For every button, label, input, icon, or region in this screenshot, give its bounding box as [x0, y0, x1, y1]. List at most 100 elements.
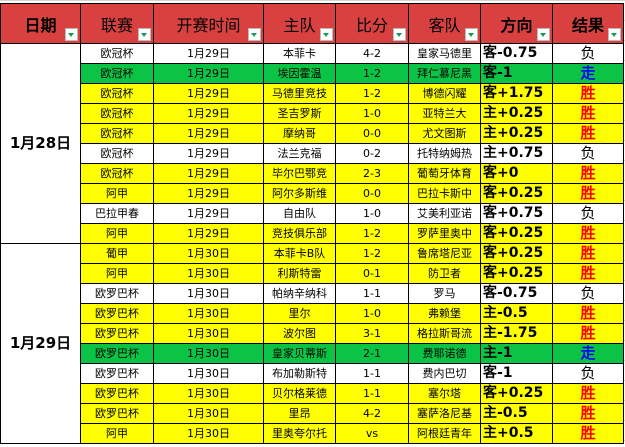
away-cell[interactable]: 罗马: [408, 283, 481, 304]
result-cell[interactable]: 胜: [552, 83, 624, 104]
dir-cell[interactable]: 客-0.75: [480, 283, 553, 304]
result-cell[interactable]: 胜: [552, 183, 624, 204]
filter-dropdown-icon[interactable]: [465, 28, 478, 41]
result-cell[interactable]: 走: [552, 343, 624, 364]
home-cell[interactable]: 马德里竞技: [263, 83, 336, 104]
home-cell[interactable]: 里奥夸尔托: [263, 423, 336, 444]
away-cell[interactable]: 葡萄牙体育: [408, 163, 481, 184]
league-cell[interactable]: 欧冠杯: [80, 163, 154, 184]
time-cell[interactable]: 1月29日: [153, 123, 264, 144]
score-cell[interactable]: 1-2: [335, 83, 409, 104]
away-cell[interactable]: 防卫者: [408, 263, 481, 284]
result-cell[interactable]: 胜: [552, 303, 624, 324]
home-cell[interactable]: 埃因霍温: [263, 63, 336, 84]
dir-cell[interactable]: 客+1.75: [480, 83, 553, 104]
score-cell[interactable]: 1-0: [335, 203, 409, 224]
result-cell[interactable]: 胜: [552, 423, 624, 444]
result-cell[interactable]: 胜: [552, 403, 624, 424]
home-cell[interactable]: 阿尔多斯维: [263, 183, 336, 204]
time-cell[interactable]: 1月29日: [153, 203, 264, 224]
time-cell[interactable]: 1月30日: [153, 323, 264, 344]
time-cell[interactable]: 1月30日: [153, 343, 264, 364]
score-cell[interactable]: 2-1: [335, 343, 409, 364]
away-cell[interactable]: 巴拉卡斯中: [408, 183, 481, 204]
league-cell[interactable]: 欧罗巴杯: [80, 383, 154, 404]
filter-dropdown-icon[interactable]: [138, 28, 151, 41]
away-cell[interactable]: 艾美利亚诺: [408, 203, 481, 224]
filter-dropdown-icon[interactable]: [248, 28, 261, 41]
dir-cell[interactable]: 客-0.75: [480, 43, 553, 64]
away-cell[interactable]: 博德闪耀: [408, 83, 481, 104]
time-cell[interactable]: 1月29日: [153, 43, 264, 64]
score-cell[interactable]: 0-2: [335, 143, 409, 164]
league-cell[interactable]: 阿甲: [80, 263, 154, 284]
filter-dropdown-icon[interactable]: [320, 28, 333, 41]
time-cell[interactable]: 1月29日: [153, 103, 264, 124]
dir-cell[interactable]: 客+0.25: [480, 243, 553, 264]
score-cell[interactable]: 1-2: [335, 223, 409, 244]
time-cell[interactable]: 1月30日: [153, 303, 264, 324]
time-cell[interactable]: 1月29日: [153, 143, 264, 164]
time-cell[interactable]: 1月29日: [153, 223, 264, 244]
home-cell[interactable]: 帕纳辛纳科: [263, 283, 336, 304]
score-cell[interactable]: 3-1: [335, 323, 409, 344]
away-cell[interactable]: 弗赖堡: [408, 303, 481, 324]
score-cell[interactable]: 0-0: [335, 183, 409, 204]
dir-cell[interactable]: 主-1: [480, 343, 553, 364]
result-cell[interactable]: 负: [552, 363, 624, 384]
time-cell[interactable]: 1月29日: [153, 163, 264, 184]
dir-cell[interactable]: 主-1.75: [480, 323, 553, 344]
home-cell[interactable]: 利斯特雷: [263, 263, 336, 284]
league-cell[interactable]: 阿甲: [80, 183, 154, 204]
home-cell[interactable]: 皇家贝蒂斯: [263, 343, 336, 364]
score-cell[interactable]: 1-1: [335, 283, 409, 304]
league-cell[interactable]: 欧罗巴杯: [80, 283, 154, 304]
time-cell[interactable]: 1月30日: [153, 283, 264, 304]
score-cell[interactable]: 1-2: [335, 63, 409, 84]
league-cell[interactable]: 欧冠杯: [80, 143, 154, 164]
away-cell[interactable]: 格拉斯哥流: [408, 323, 481, 344]
score-cell[interactable]: 1-2: [335, 243, 409, 264]
result-cell[interactable]: 胜: [552, 243, 624, 264]
away-cell[interactable]: 鲁席塔尼亚: [408, 243, 481, 264]
result-cell[interactable]: 胜: [552, 163, 624, 184]
dir-cell[interactable]: 客-1: [480, 63, 553, 84]
time-cell[interactable]: 1月30日: [153, 403, 264, 424]
away-cell[interactable]: 拜仁慕尼黑: [408, 63, 481, 84]
away-cell[interactable]: 皇家马德里: [408, 43, 481, 64]
score-cell[interactable]: 0-1: [335, 263, 409, 284]
time-cell[interactable]: 1月30日: [153, 243, 264, 264]
dir-cell[interactable]: 客+0.75: [480, 203, 553, 224]
dir-cell[interactable]: 客+0.25: [480, 263, 553, 284]
score-cell[interactable]: 4-2: [335, 403, 409, 424]
league-cell[interactable]: 阿甲: [80, 423, 154, 444]
dir-cell[interactable]: 主-0.5: [480, 303, 553, 324]
home-cell[interactable]: 圣吉罗斯: [263, 103, 336, 124]
home-cell[interactable]: 自由队: [263, 203, 336, 224]
time-cell[interactable]: 1月29日: [153, 63, 264, 84]
league-cell[interactable]: 欧罗巴杯: [80, 363, 154, 384]
date-cell[interactable]: 1月28日: [0, 43, 81, 244]
result-cell[interactable]: 负: [552, 283, 624, 304]
filter-dropdown-icon[interactable]: [537, 28, 550, 41]
home-cell[interactable]: 竞技俱乐部: [263, 223, 336, 244]
score-cell[interactable]: 1-1: [335, 383, 409, 404]
dir-cell[interactable]: 主-0.5: [480, 403, 553, 424]
result-cell[interactable]: 负: [552, 143, 624, 164]
home-cell[interactable]: 毕尔巴鄂竞: [263, 163, 336, 184]
time-cell[interactable]: 1月30日: [153, 423, 264, 444]
time-cell[interactable]: 1月29日: [153, 83, 264, 104]
result-cell[interactable]: 胜: [552, 223, 624, 244]
league-cell[interactable]: 欧罗巴杯: [80, 323, 154, 344]
dir-cell[interactable]: 客+0.25: [480, 183, 553, 204]
away-cell[interactable]: 罗萨里奥中: [408, 223, 481, 244]
home-cell[interactable]: 里昂: [263, 403, 336, 424]
filter-dropdown-icon[interactable]: [608, 28, 621, 41]
away-cell[interactable]: 费耶诺德: [408, 343, 481, 364]
home-cell[interactable]: 布加勒斯特: [263, 363, 336, 384]
result-cell[interactable]: 胜: [552, 263, 624, 284]
league-cell[interactable]: 欧罗巴杯: [80, 343, 154, 364]
time-cell[interactable]: 1月29日: [153, 183, 264, 204]
away-cell[interactable]: 费内巴切: [408, 363, 481, 384]
score-cell[interactable]: 1-1: [335, 363, 409, 384]
